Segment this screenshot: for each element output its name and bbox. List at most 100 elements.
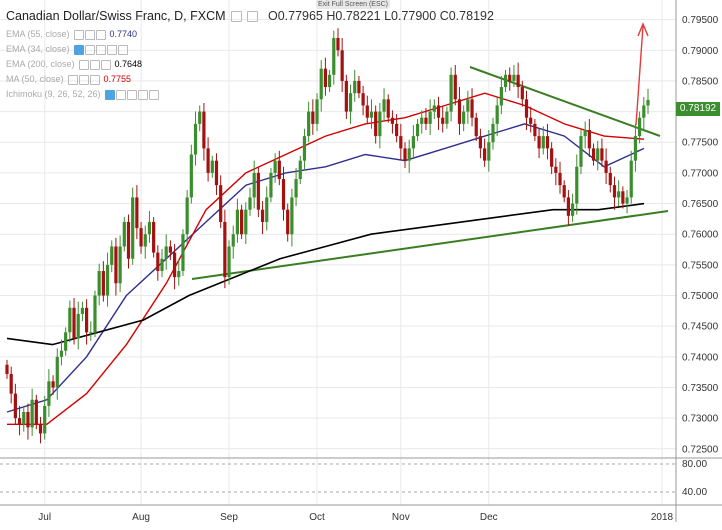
candle [43,396,47,440]
candle-body [327,74,332,88]
indicator-legend-item[interactable]: EMA (55, close) 0.7740 [6,29,137,40]
indicator-button-icon[interactable] [126,89,137,100]
indicator-value: 0.7740 [109,29,138,39]
candle-body [646,99,650,106]
indicator-legend-item[interactable]: MA (50, close) 0.7755 [6,74,131,85]
indicator-button-icon[interactable] [95,29,106,40]
candle-body [80,307,85,314]
time-tick-label: Nov [392,512,410,523]
indicator-button-icon[interactable] [95,44,106,55]
ohlc-readout: O0.77965 H0.78221 L0.77900 C0.78192 [267,9,494,23]
support-trendline [191,210,669,280]
candle [625,190,629,214]
candle [51,375,55,395]
indicator-button-icon[interactable] [148,89,159,100]
indicator-legend-item[interactable]: EMA (34, close) [6,44,129,55]
price-tick-label: 0.76000 [682,230,719,241]
candle-body [101,270,105,296]
visibility-toggle-icon[interactable] [73,44,84,55]
candle [302,128,307,171]
visibility-toggle-icon[interactable] [67,74,78,85]
indicator-button-icon[interactable] [84,44,95,55]
candle-body [122,221,126,247]
indicator-controls[interactable] [73,29,107,40]
candle [386,94,390,123]
indicator-controls[interactable] [78,59,112,70]
candle-body [252,172,256,198]
candle-body [629,160,633,198]
indicator-controls[interactable] [67,74,101,85]
visibility-toggle-icon[interactable] [73,29,84,40]
indicator-legend-item[interactable]: EMA (200, close) 0.7648 [6,59,142,70]
candle-body [260,209,265,222]
indicator-button-icon[interactable] [106,44,117,55]
candle [633,123,638,172]
visibility-toggle-icon[interactable] [104,89,115,100]
indicator-button-icon[interactable] [115,89,126,100]
visibility-toggle-icon[interactable] [78,59,89,70]
candle-body [244,209,248,235]
candle [399,123,403,160]
indicator-button-icon[interactable] [89,59,100,70]
exit-fullscreen-button[interactable]: Exit Full Screen (ESC) [316,0,390,9]
candle [520,80,524,107]
candle [265,186,269,231]
candle-body [168,246,172,253]
indicator-label: EMA (34, close) [6,44,70,54]
candle [290,188,294,247]
candle-body [89,332,93,334]
indicator-controls[interactable] [104,89,160,100]
eye-icon[interactable] [231,11,242,23]
candle [407,139,411,173]
candle-body [164,246,168,259]
indicator-button-icon[interactable] [89,74,100,85]
candle-body [210,160,214,173]
time-tick-label: 2018 [651,512,674,523]
candle-body [126,221,131,259]
candle-body [566,197,570,216]
candle [327,69,332,92]
candle [252,160,256,209]
candle [374,105,378,144]
candle [5,359,9,379]
candle-body [415,123,420,137]
candle-body [633,136,638,161]
indicator-controls[interactable] [73,44,129,55]
candle-body [642,105,646,118]
candle [323,57,328,96]
candle-body [374,111,378,137]
candle-body [311,111,315,124]
candle-body [156,252,160,271]
candle [491,117,495,150]
indicator-button-icon[interactable] [117,44,128,55]
candle [97,263,101,306]
indicator-legend-item[interactable]: Ichimoku (9, 26, 52, 26) [6,89,160,100]
candle-body [93,295,97,333]
candle [307,101,311,143]
indicator-button-icon[interactable] [84,29,95,40]
candle [621,186,625,209]
indicator-button-icon[interactable] [78,74,89,85]
candle-body [533,123,537,137]
indicator-button-icon[interactable] [137,89,148,100]
candle [478,128,483,159]
indicator-button-icon[interactable] [100,59,111,70]
chart-grid [0,0,676,505]
candle [403,142,407,168]
candle [235,198,240,243]
candle [512,64,516,88]
candle [483,138,487,167]
candle [558,161,562,194]
candle [156,245,160,281]
settings-icon[interactable] [247,11,259,23]
candle [411,125,415,157]
candle-body [449,74,453,112]
candle-body [453,74,457,100]
candle [495,96,499,137]
candle-body [340,50,344,81]
candle [533,118,537,142]
candle [248,187,252,216]
candle [617,180,621,207]
candle-body [428,111,432,124]
